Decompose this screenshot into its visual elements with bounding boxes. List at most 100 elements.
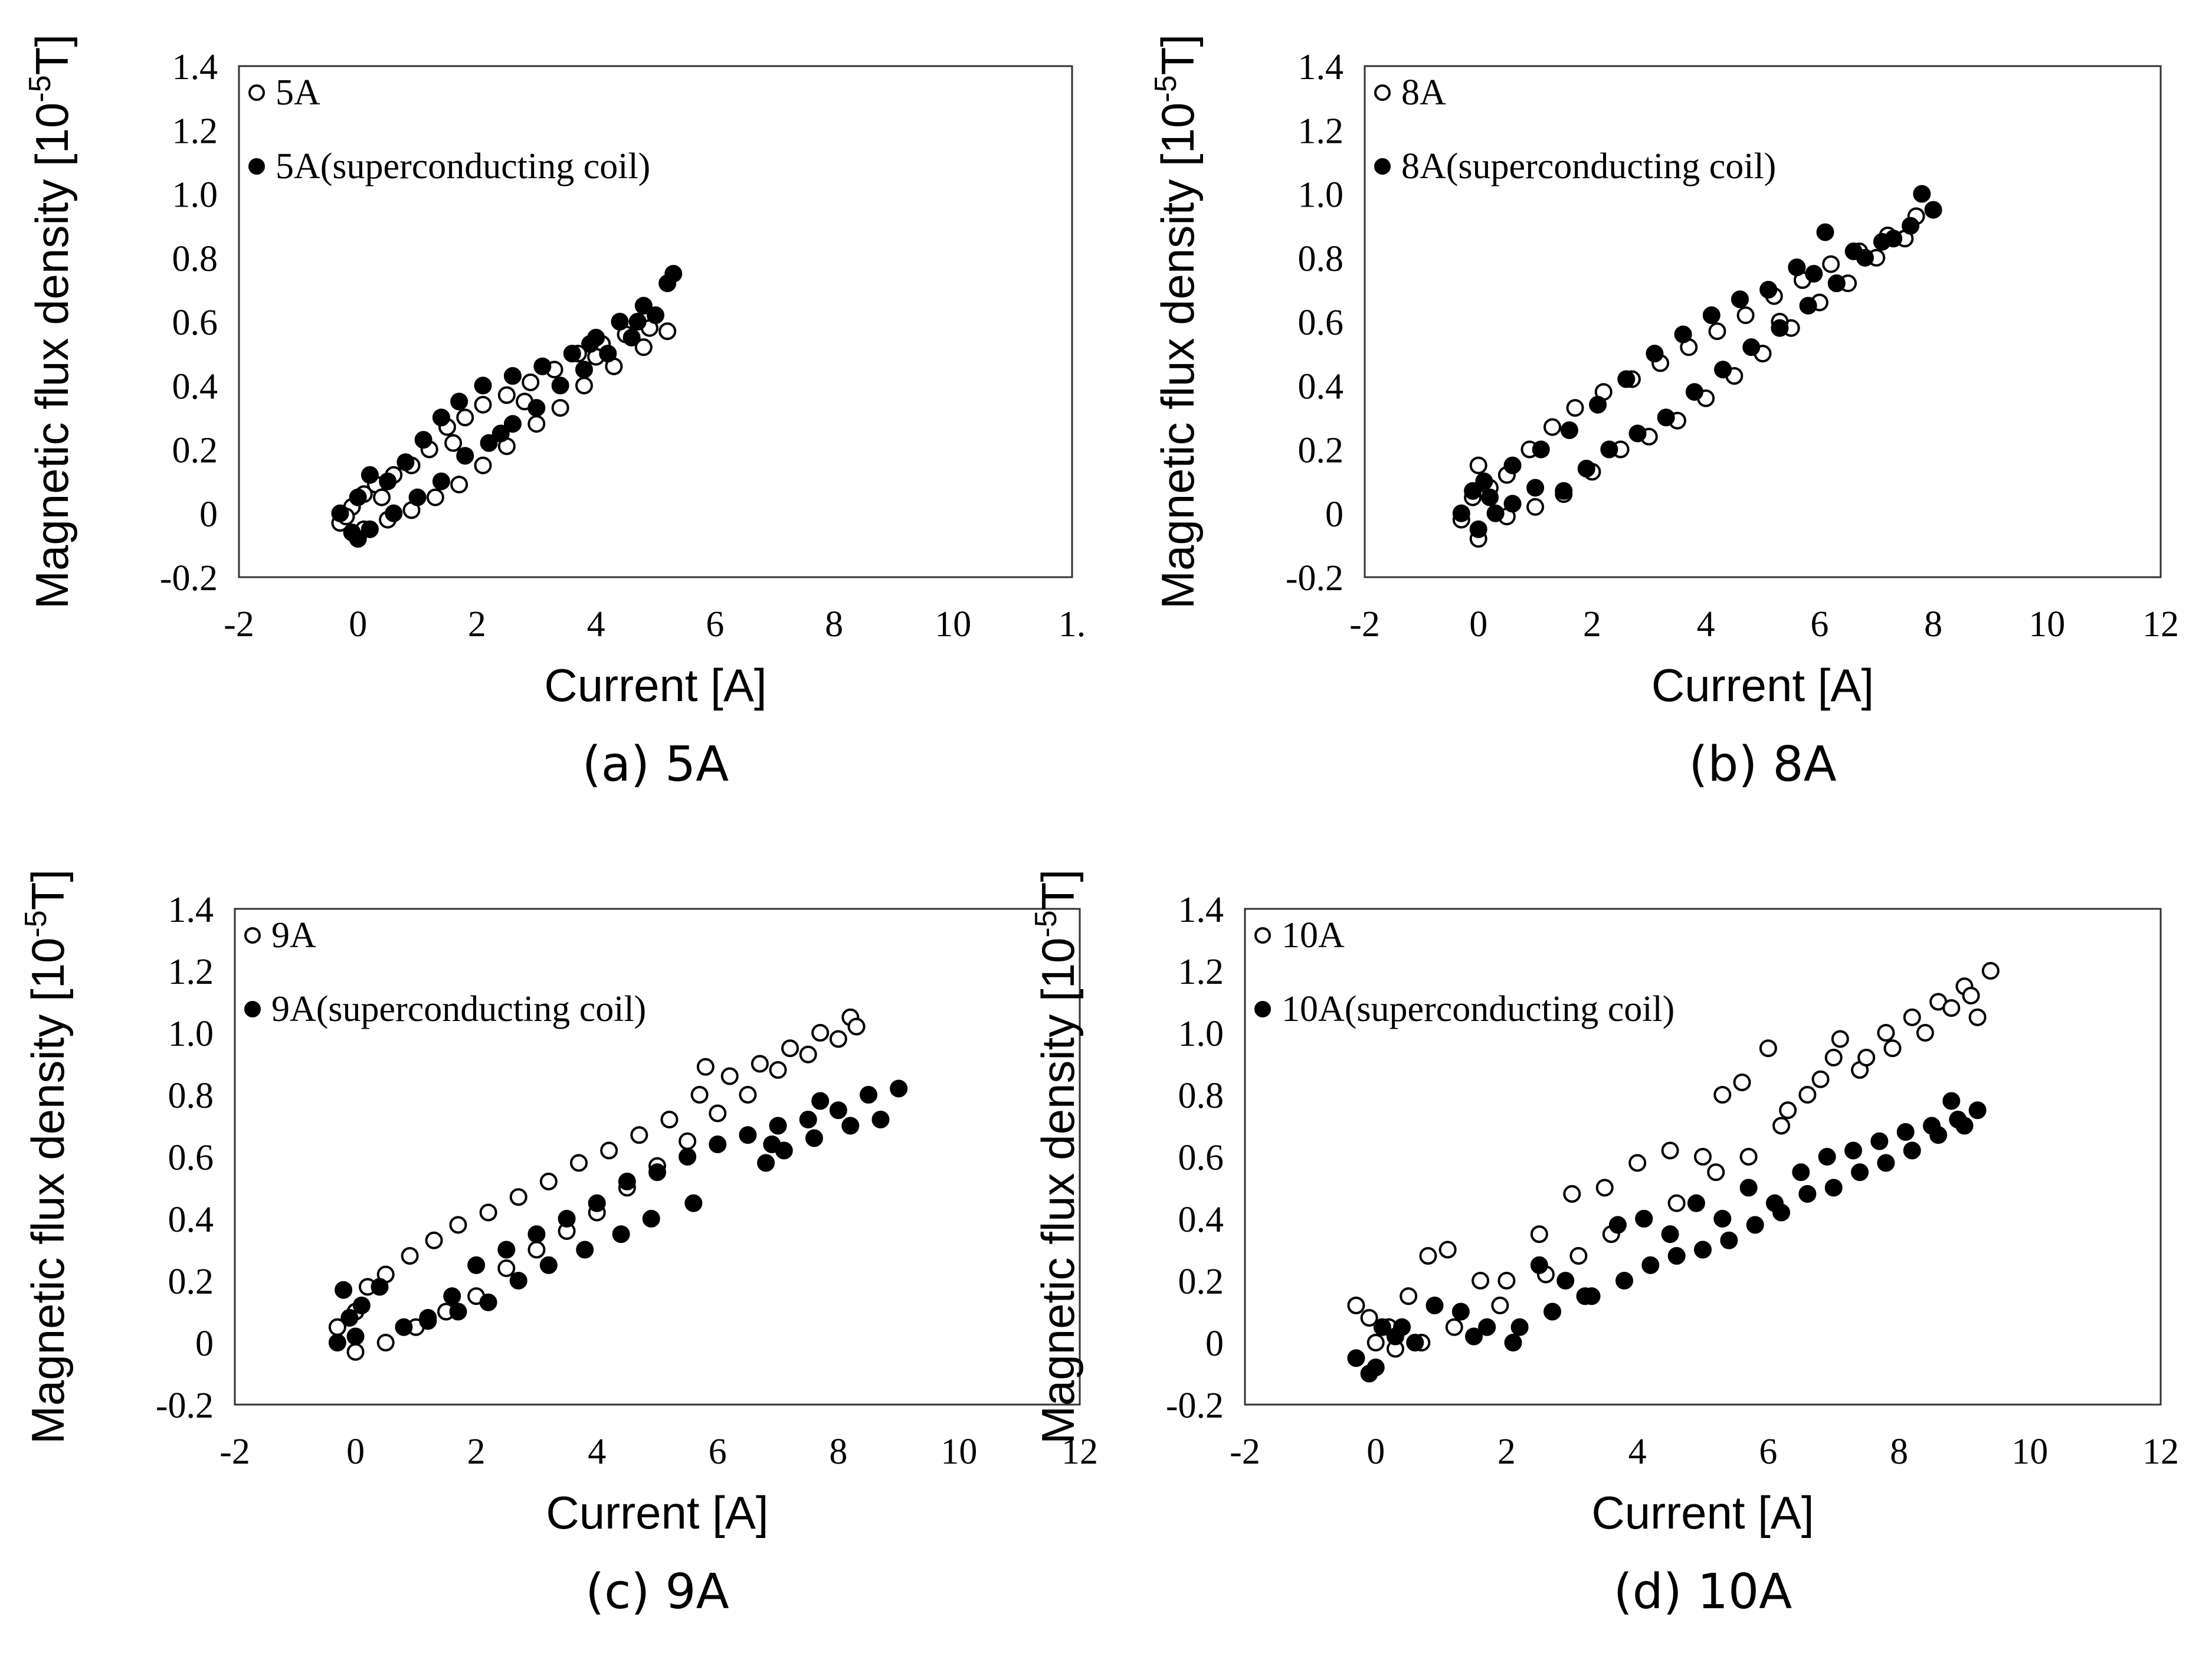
x-tick-label: 4 [588, 1432, 606, 1472]
data-point [757, 1154, 775, 1172]
data-point [642, 1210, 660, 1228]
y-tick-label: -0.2 [1166, 1386, 1224, 1426]
data-point [349, 530, 367, 548]
data-point [1661, 1141, 1679, 1160]
data-point [739, 1086, 757, 1104]
x-tick-label: 2 [1583, 604, 1601, 644]
data-point [331, 504, 349, 522]
data-point [533, 357, 552, 375]
data-point [1497, 1272, 1516, 1290]
data-point [1566, 399, 1584, 417]
data-point [1924, 201, 1942, 219]
data-point [1739, 1148, 1758, 1166]
data-point [1759, 280, 1778, 299]
data-point [1555, 482, 1573, 500]
x-tick-label: 0 [1469, 604, 1487, 644]
x-axis-label: Current [A] [1591, 1487, 1814, 1539]
data-point [618, 1173, 636, 1190]
data-point [690, 1086, 709, 1104]
x-axis-label: Current [A] [1651, 659, 1874, 711]
x-tick-label: 6 [1810, 604, 1828, 644]
data-point [581, 335, 599, 353]
data-point [1560, 421, 1578, 440]
data-point [449, 1216, 467, 1234]
data-point [1576, 1287, 1594, 1305]
data-point [527, 1241, 546, 1259]
data-point [611, 313, 629, 330]
y-tick-label: 0.6 [172, 303, 218, 343]
data-point [1615, 1272, 1633, 1290]
data-point [373, 488, 391, 506]
y-tick-label: 1.4 [1298, 47, 1344, 87]
data-point [395, 1318, 413, 1336]
data-point [1667, 1194, 1686, 1212]
data-point [539, 1256, 558, 1274]
data-point [1942, 999, 1961, 1017]
y-tick-label: -0.2 [1286, 558, 1343, 598]
data-point [1720, 1231, 1738, 1249]
data-point [352, 1297, 371, 1314]
y-tick-label: 0.6 [1178, 1138, 1224, 1178]
data-point [1733, 1074, 1751, 1091]
data-point [1913, 185, 1931, 203]
data-point [1674, 325, 1692, 343]
data-point [1942, 1092, 1961, 1110]
data-point [1530, 1256, 1548, 1274]
data-point [1877, 1154, 1895, 1172]
y-tick-label: 1.2 [1298, 111, 1344, 151]
data-point [522, 373, 540, 391]
data-point [628, 313, 647, 330]
x-tick-label: -2 [1230, 1432, 1260, 1472]
data-point [1714, 361, 1732, 379]
data-point [1478, 1318, 1496, 1336]
data-point [1438, 1241, 1457, 1259]
data-point [1685, 383, 1703, 401]
chart-panel-2: 1.4 1.2 1.0 0.8 0.6 0.4 0.2 0 -0.2-2 0 2 4 6 8 10 12 Cur… [1149, 34, 2179, 793]
legend-marker [1254, 1001, 1271, 1017]
x-tick-label: 6 [1759, 1432, 1777, 1472]
data-point [1569, 1247, 1588, 1265]
data-point [799, 1111, 817, 1128]
data-point [811, 1092, 830, 1110]
data-point [1824, 1049, 1843, 1066]
data-point [847, 1017, 866, 1036]
panel-caption: (c) 9A [585, 1564, 729, 1620]
y-tick-label: 0.8 [172, 239, 218, 279]
data-point [425, 1231, 443, 1249]
data-point [432, 472, 450, 490]
data-point [1805, 264, 1823, 283]
data-point [563, 345, 581, 363]
data-point [539, 1173, 558, 1190]
legend-marker [248, 84, 265, 101]
data-point [1577, 459, 1595, 477]
data-point [349, 488, 367, 506]
data-point [1771, 319, 1789, 337]
data-point [799, 1045, 817, 1063]
data-point [1617, 370, 1636, 388]
x-tick-label: 4 [1628, 1432, 1647, 1472]
data-point [1366, 1334, 1385, 1351]
data-point [1504, 1334, 1522, 1351]
y-tick-label: 1.4 [168, 890, 214, 930]
x-tick-label: 0 [349, 604, 367, 644]
data-point [1713, 1086, 1732, 1104]
data-point [1445, 1318, 1463, 1336]
data-point [527, 415, 546, 433]
data-point [474, 395, 492, 414]
data-point [1759, 1039, 1777, 1058]
data-point [509, 1272, 527, 1290]
data-point [575, 377, 593, 395]
data-point [1798, 1185, 1817, 1203]
plot-frame [234, 908, 1081, 1406]
series-filled [1347, 1092, 1987, 1383]
data-point [1469, 456, 1487, 474]
y-tick-label: 1.2 [1178, 952, 1224, 992]
y-tick-label: 0.8 [1298, 239, 1344, 279]
data-point [1667, 1247, 1686, 1265]
data-point [1772, 1117, 1791, 1135]
data-point [450, 392, 468, 411]
data-point [860, 1086, 877, 1104]
x-tick-label: -2 [219, 1432, 250, 1472]
data-point [509, 1188, 527, 1206]
data-point [479, 1293, 497, 1311]
